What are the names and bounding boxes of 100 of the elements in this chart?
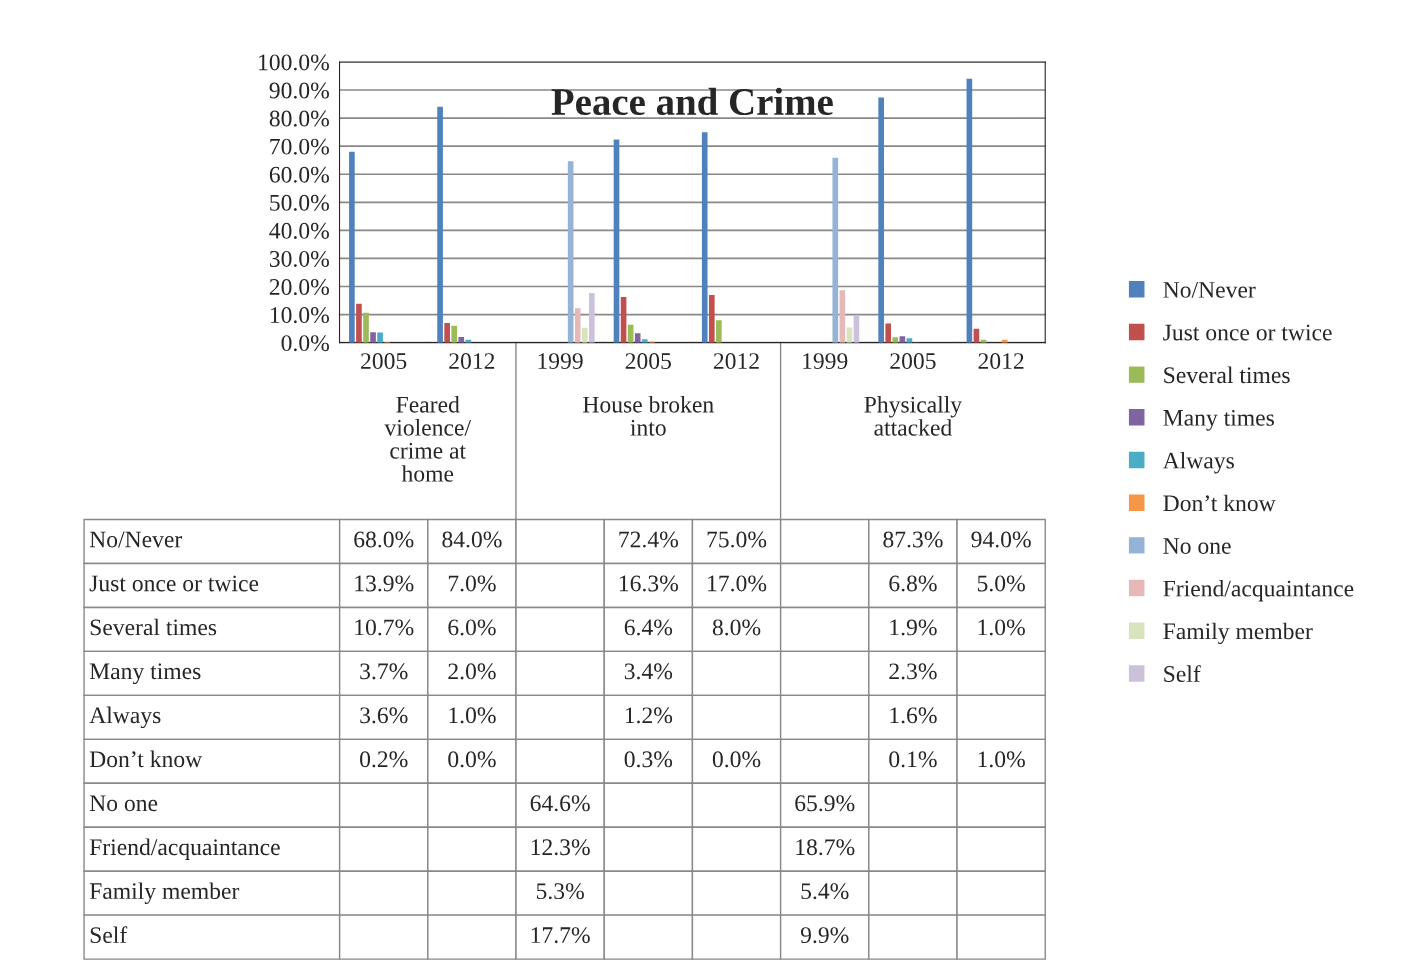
data-label: 12.3% [531,839,590,856]
y-tick-label: 60.0% [269,166,329,183]
data-label: 17.0% [708,575,767,592]
data-label: 13.9% [355,575,414,592]
legend-label: Several times [1164,366,1290,384]
data-label: 1.2% [625,707,673,724]
bar [363,312,369,343]
data-label: 18.7% [796,839,855,856]
data-label: 17.7% [531,927,590,944]
data-label: 2.3% [889,663,937,680]
text: Many times [89,663,201,685]
bar [356,303,362,343]
data-label: 1.0% [978,619,1025,636]
legend-label: Friend/acquaintance [1163,579,1354,602]
legend-label: Just once or twice [1163,324,1332,341]
text: Always [89,706,161,729]
text: Feared violence/ crime at home [384,396,472,482]
data-label: 1.0% [978,751,1025,768]
data-label: 84.0% [442,531,502,548]
x-tick-label: 2012 [713,353,759,370]
data-label: 16.3% [619,575,679,592]
data-label: 7.0% [448,575,496,592]
bar [437,106,443,343]
legend-label: Don’t know [1163,494,1276,512]
data-label: 72.4% [619,531,679,548]
data-label: 8.0% [712,619,761,636]
data-label: 1.6% [890,707,937,724]
text: Peace and Crime [551,87,833,116]
data-label: 0.3% [624,751,673,768]
data-label: 75.0% [707,531,767,548]
data-label: 5.4% [801,883,849,900]
bar [641,339,648,343]
y-tick-label: 90.0% [269,82,329,99]
data-label: 6.8% [889,575,937,592]
data-label: 10.7% [355,619,414,636]
data-label: 6.0% [448,619,496,636]
bar [701,132,708,343]
bar [832,157,839,343]
bar [588,292,595,343]
y-tick-label: 0.0% [281,335,329,352]
text: No one [89,795,158,812]
legend-label: No/Never [1163,282,1256,298]
legend-label: Always [1162,451,1234,474]
text: No/Never [89,531,183,548]
x-tick-label: 2012 [978,353,1024,370]
y-tick-label: 70.0% [270,138,329,155]
y-tick-label: 10.0% [270,307,329,324]
data-label: 5.0% [977,575,1025,592]
data-label: 2.0% [448,663,496,680]
data-label: 1.9% [890,619,937,636]
data-label: 68.0% [354,531,414,548]
x-tick-label: 1999 [538,353,583,370]
y-tick-label: 30.0% [269,250,329,267]
bar [716,320,722,343]
data-label: 65.9% [795,795,855,812]
data-label: 64.6% [530,795,590,812]
y-tick-label: 100.0% [259,54,329,71]
text: House broken into [583,396,714,436]
data-label: 3.4% [624,663,673,680]
text: Several times [90,618,217,636]
legend-label: Many times [1163,409,1274,431]
x-tick-label: 2012 [449,353,495,370]
y-tick-label: 50.0% [270,194,329,211]
bar [878,97,884,343]
bar [444,323,450,343]
data-label: 6.4% [624,619,673,636]
bar [892,337,899,343]
bar [349,151,355,343]
text: Family member [89,882,240,904]
data-label: 0.0% [712,751,761,768]
y-tick-label: 20.0% [269,279,329,296]
data-label: 0.0% [448,751,496,768]
bar [458,337,465,343]
data-label: 0.2% [360,751,408,768]
bar [377,332,383,343]
data-label: 0.1% [889,751,937,768]
bar [370,332,376,343]
data-label: 1.0% [449,707,496,724]
text: Don’t know [89,750,203,768]
legend-label: Self [1164,665,1201,682]
bar [885,323,892,343]
y-tick-label: 40.0% [269,222,329,239]
text: Self [90,926,128,944]
x-tick-label: 1999 [803,353,848,370]
data-label: 3.6% [360,707,408,724]
bar [451,325,458,343]
bar [708,294,715,343]
legend-label: No one [1163,538,1231,554]
data-label: 3.7% [360,663,408,680]
y-tick-label: 80.0% [269,110,329,127]
data-label: 5.3% [536,883,584,900]
data-label: 9.9% [800,927,849,944]
x-tick-label: 2005 [625,353,671,370]
text: Friend/acquaintance [89,838,280,860]
bar [634,333,641,343]
x-tick-label: 2005 [890,353,936,370]
text: Just once or twice [89,575,259,592]
bar [574,308,581,343]
legend-label: Family member [1163,622,1313,645]
bar [581,327,588,343]
